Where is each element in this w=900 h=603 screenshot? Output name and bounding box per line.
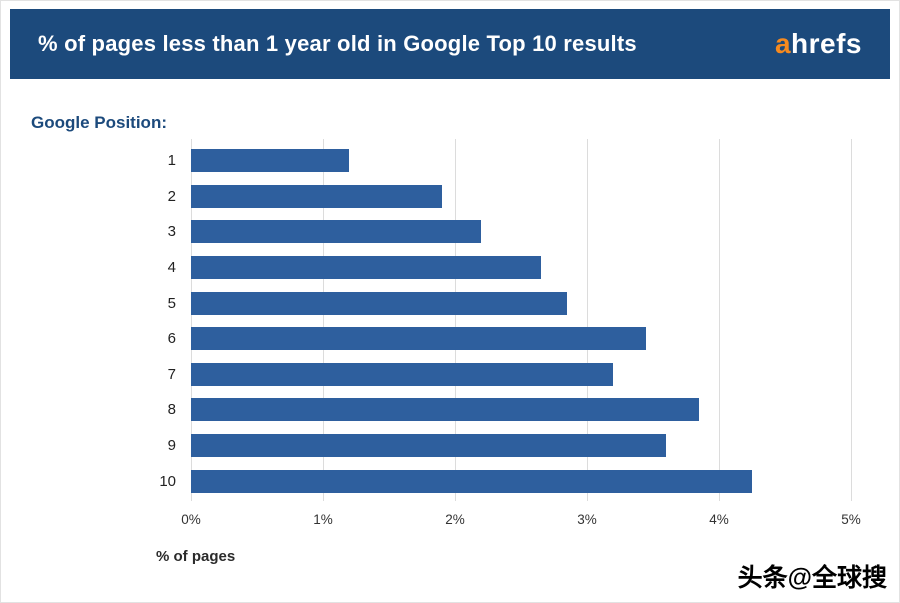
- gridline: [323, 139, 324, 501]
- x-tick-label: 0%: [181, 512, 201, 527]
- ahrefs-logo-a: a: [774, 28, 792, 59]
- category-label: 3: [167, 223, 176, 241]
- bar-row: [191, 285, 851, 321]
- category-labels: 1 2 3 4 5 6 7 8 9 10: [101, 143, 176, 499]
- bar: [191, 256, 541, 280]
- gridline: [587, 139, 588, 501]
- category-label: 7: [167, 365, 176, 383]
- bar-row: [191, 392, 851, 428]
- x-tick-label: 4%: [709, 512, 729, 527]
- bar: [191, 291, 568, 315]
- x-tick-label: 1%: [313, 512, 333, 527]
- x-tick-label: 3%: [577, 512, 597, 527]
- bar: [191, 362, 614, 386]
- x-axis-title: % of pages: [156, 548, 236, 565]
- ahrefs-logo-rest: hrefs: [791, 28, 862, 59]
- bar: [191, 434, 667, 458]
- category-label: 6: [167, 330, 176, 348]
- gridline: [851, 139, 852, 501]
- category-label: 1: [167, 152, 176, 170]
- category-label: 8: [167, 401, 176, 419]
- category-label: 5: [167, 294, 176, 312]
- bar-row: [191, 357, 851, 393]
- ahrefs-logo: ahrefs: [775, 28, 862, 60]
- x-tick-label: 5%: [841, 512, 861, 527]
- bar: [191, 469, 752, 493]
- bar: [191, 327, 647, 351]
- category-label: 2: [167, 187, 176, 205]
- bar: [191, 398, 700, 422]
- chart-header: % of pages less than 1 year old in Googl…: [10, 9, 890, 79]
- x-axis-ticks: 0% 1% 2% 3% 4% 5%: [181, 512, 861, 532]
- x-tick-label: 2%: [445, 512, 465, 527]
- bar-row: [191, 463, 851, 499]
- gridline: [455, 139, 456, 501]
- bar: [191, 184, 442, 208]
- category-axis-title: Google Position:: [31, 113, 167, 132]
- bar-row: [191, 321, 851, 357]
- bar: [191, 220, 482, 244]
- bar-row: [191, 428, 851, 464]
- category-label: 4: [167, 259, 176, 277]
- bar: [191, 149, 350, 173]
- bar-row: [191, 143, 851, 179]
- plot-area: [191, 139, 852, 501]
- chart-title: % of pages less than 1 year old in Googl…: [38, 31, 637, 56]
- gridline: [719, 139, 720, 501]
- bar-row: [191, 179, 851, 215]
- category-label: 10: [159, 472, 176, 490]
- watermark-text: 头条@全球搜: [737, 564, 887, 592]
- bar-row: [191, 250, 851, 286]
- category-label: 9: [167, 437, 176, 455]
- gridline: [191, 139, 192, 501]
- bar-row: [191, 214, 851, 250]
